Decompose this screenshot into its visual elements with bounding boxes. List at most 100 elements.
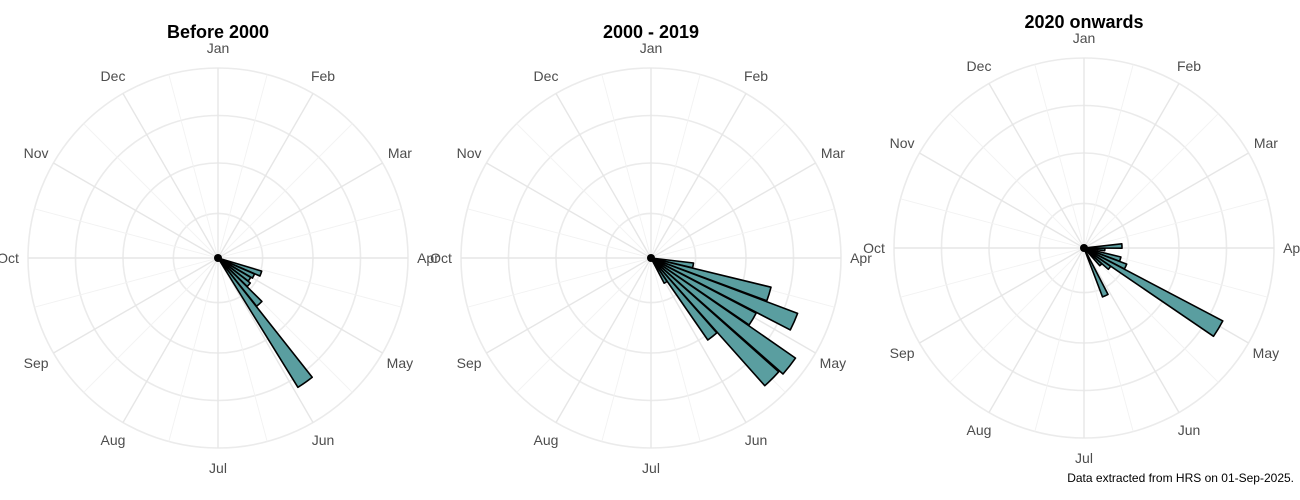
minor-gridline [83, 123, 219, 259]
month-label-oct: Oct [863, 240, 885, 256]
minor-gridline [467, 257, 652, 308]
month-label-oct: Oct [0, 250, 19, 266]
minor-gridline [168, 257, 219, 442]
major-gridline [1083, 247, 1180, 413]
minor-gridline [650, 74, 701, 259]
month-label-aug: Aug [101, 432, 126, 448]
minor-gridline [34, 208, 219, 259]
month-label-nov: Nov [457, 145, 482, 161]
month-label-dec: Dec [101, 68, 126, 84]
major-gridline [486, 257, 652, 354]
polar-bar-8 [650, 257, 668, 284]
major-gridline [988, 83, 1085, 249]
minor-gridline [217, 257, 268, 442]
major-gridline [122, 93, 219, 259]
minor-gridline [601, 74, 652, 259]
month-label-dec: Dec [534, 68, 559, 84]
minor-gridline [1083, 198, 1268, 249]
major-gridline [988, 247, 1085, 413]
month-label-nov: Nov [24, 145, 49, 161]
major-gridline [486, 162, 652, 259]
major-gridline [650, 93, 747, 259]
month-label-dec: Dec [967, 58, 992, 74]
month-label-feb: Feb [1177, 58, 1201, 74]
major-gridline [53, 162, 219, 259]
minor-gridline [601, 257, 652, 442]
major-gridline [217, 93, 314, 259]
month-label-jul: Jul [209, 460, 227, 476]
minor-gridline [650, 123, 786, 259]
major-gridline [53, 257, 219, 354]
polar-center-hub [214, 254, 222, 262]
major-gridline [1083, 83, 1180, 249]
month-label-jun: Jun [1178, 422, 1201, 438]
minor-gridline [900, 247, 1085, 298]
month-label-aug: Aug [967, 422, 992, 438]
month-label-jul: Jul [642, 460, 660, 476]
month-label-jun: Jun [312, 432, 335, 448]
month-label-apr: Apr [1283, 240, 1300, 256]
month-label-apr: Apr [417, 250, 439, 266]
polar-bar-6 [217, 257, 313, 389]
month-label-sep: Sep [457, 355, 482, 371]
month-label-jan: Jan [207, 40, 230, 56]
month-label-mar: Mar [388, 145, 412, 161]
polar-bar-7 [1083, 247, 1103, 267]
minor-gridline [1034, 247, 1085, 432]
month-label-sep: Sep [24, 355, 49, 371]
minor-gridline [949, 113, 1085, 249]
month-label-oct: Oct [430, 250, 452, 266]
major-gridline [650, 162, 816, 259]
polar-bar-5 [650, 257, 797, 375]
month-label-mar: Mar [821, 145, 845, 161]
minor-gridline [217, 123, 353, 259]
month-label-jul: Jul [1075, 450, 1093, 466]
minor-gridline [1083, 247, 1219, 383]
major-gridline [650, 257, 747, 423]
minor-gridline [1083, 247, 1134, 432]
month-label-may: May [820, 355, 846, 371]
polar-bar-5 [1083, 247, 1224, 338]
minor-gridline [217, 74, 268, 259]
minor-gridline [467, 208, 652, 259]
panel-title: 2020 onwards [1024, 12, 1143, 32]
major-gridline [919, 247, 1085, 344]
month-label-sep: Sep [890, 345, 915, 361]
major-gridline [217, 257, 314, 423]
month-label-feb: Feb [744, 68, 768, 84]
polar-center-hub [647, 254, 655, 262]
panel-title: Before 2000 [167, 22, 269, 42]
polar-bar-1 [1083, 243, 1123, 249]
minor-gridline [217, 257, 402, 308]
major-gridline [555, 257, 652, 423]
minor-gridline [168, 74, 219, 259]
polar-bar-3 [650, 257, 799, 331]
minor-gridline [516, 257, 652, 393]
month-label-apr: Apr [850, 250, 872, 266]
major-gridline [1083, 152, 1249, 249]
month-label-jun: Jun [745, 432, 768, 448]
minor-gridline [516, 123, 652, 259]
minor-gridline [1083, 113, 1219, 249]
panel-title: 2000 - 2019 [603, 22, 699, 42]
minor-gridline [1083, 64, 1134, 249]
month-label-jan: Jan [1073, 30, 1096, 46]
month-label-aug: Aug [534, 432, 559, 448]
minor-gridline [34, 257, 219, 308]
polar-bar-7 [650, 257, 718, 341]
major-gridline [555, 93, 652, 259]
major-gridline [919, 152, 1085, 249]
polar-bar-8 [1083, 247, 1109, 298]
month-label-jan: Jan [640, 40, 663, 56]
minor-gridline [1034, 64, 1085, 249]
minor-gridline [949, 247, 1085, 383]
polar-center-hub [1080, 244, 1088, 252]
polar-bar-6 [650, 257, 780, 387]
month-label-feb: Feb [311, 68, 335, 84]
month-label-nov: Nov [890, 135, 915, 151]
polar-bar-4 [650, 257, 757, 326]
